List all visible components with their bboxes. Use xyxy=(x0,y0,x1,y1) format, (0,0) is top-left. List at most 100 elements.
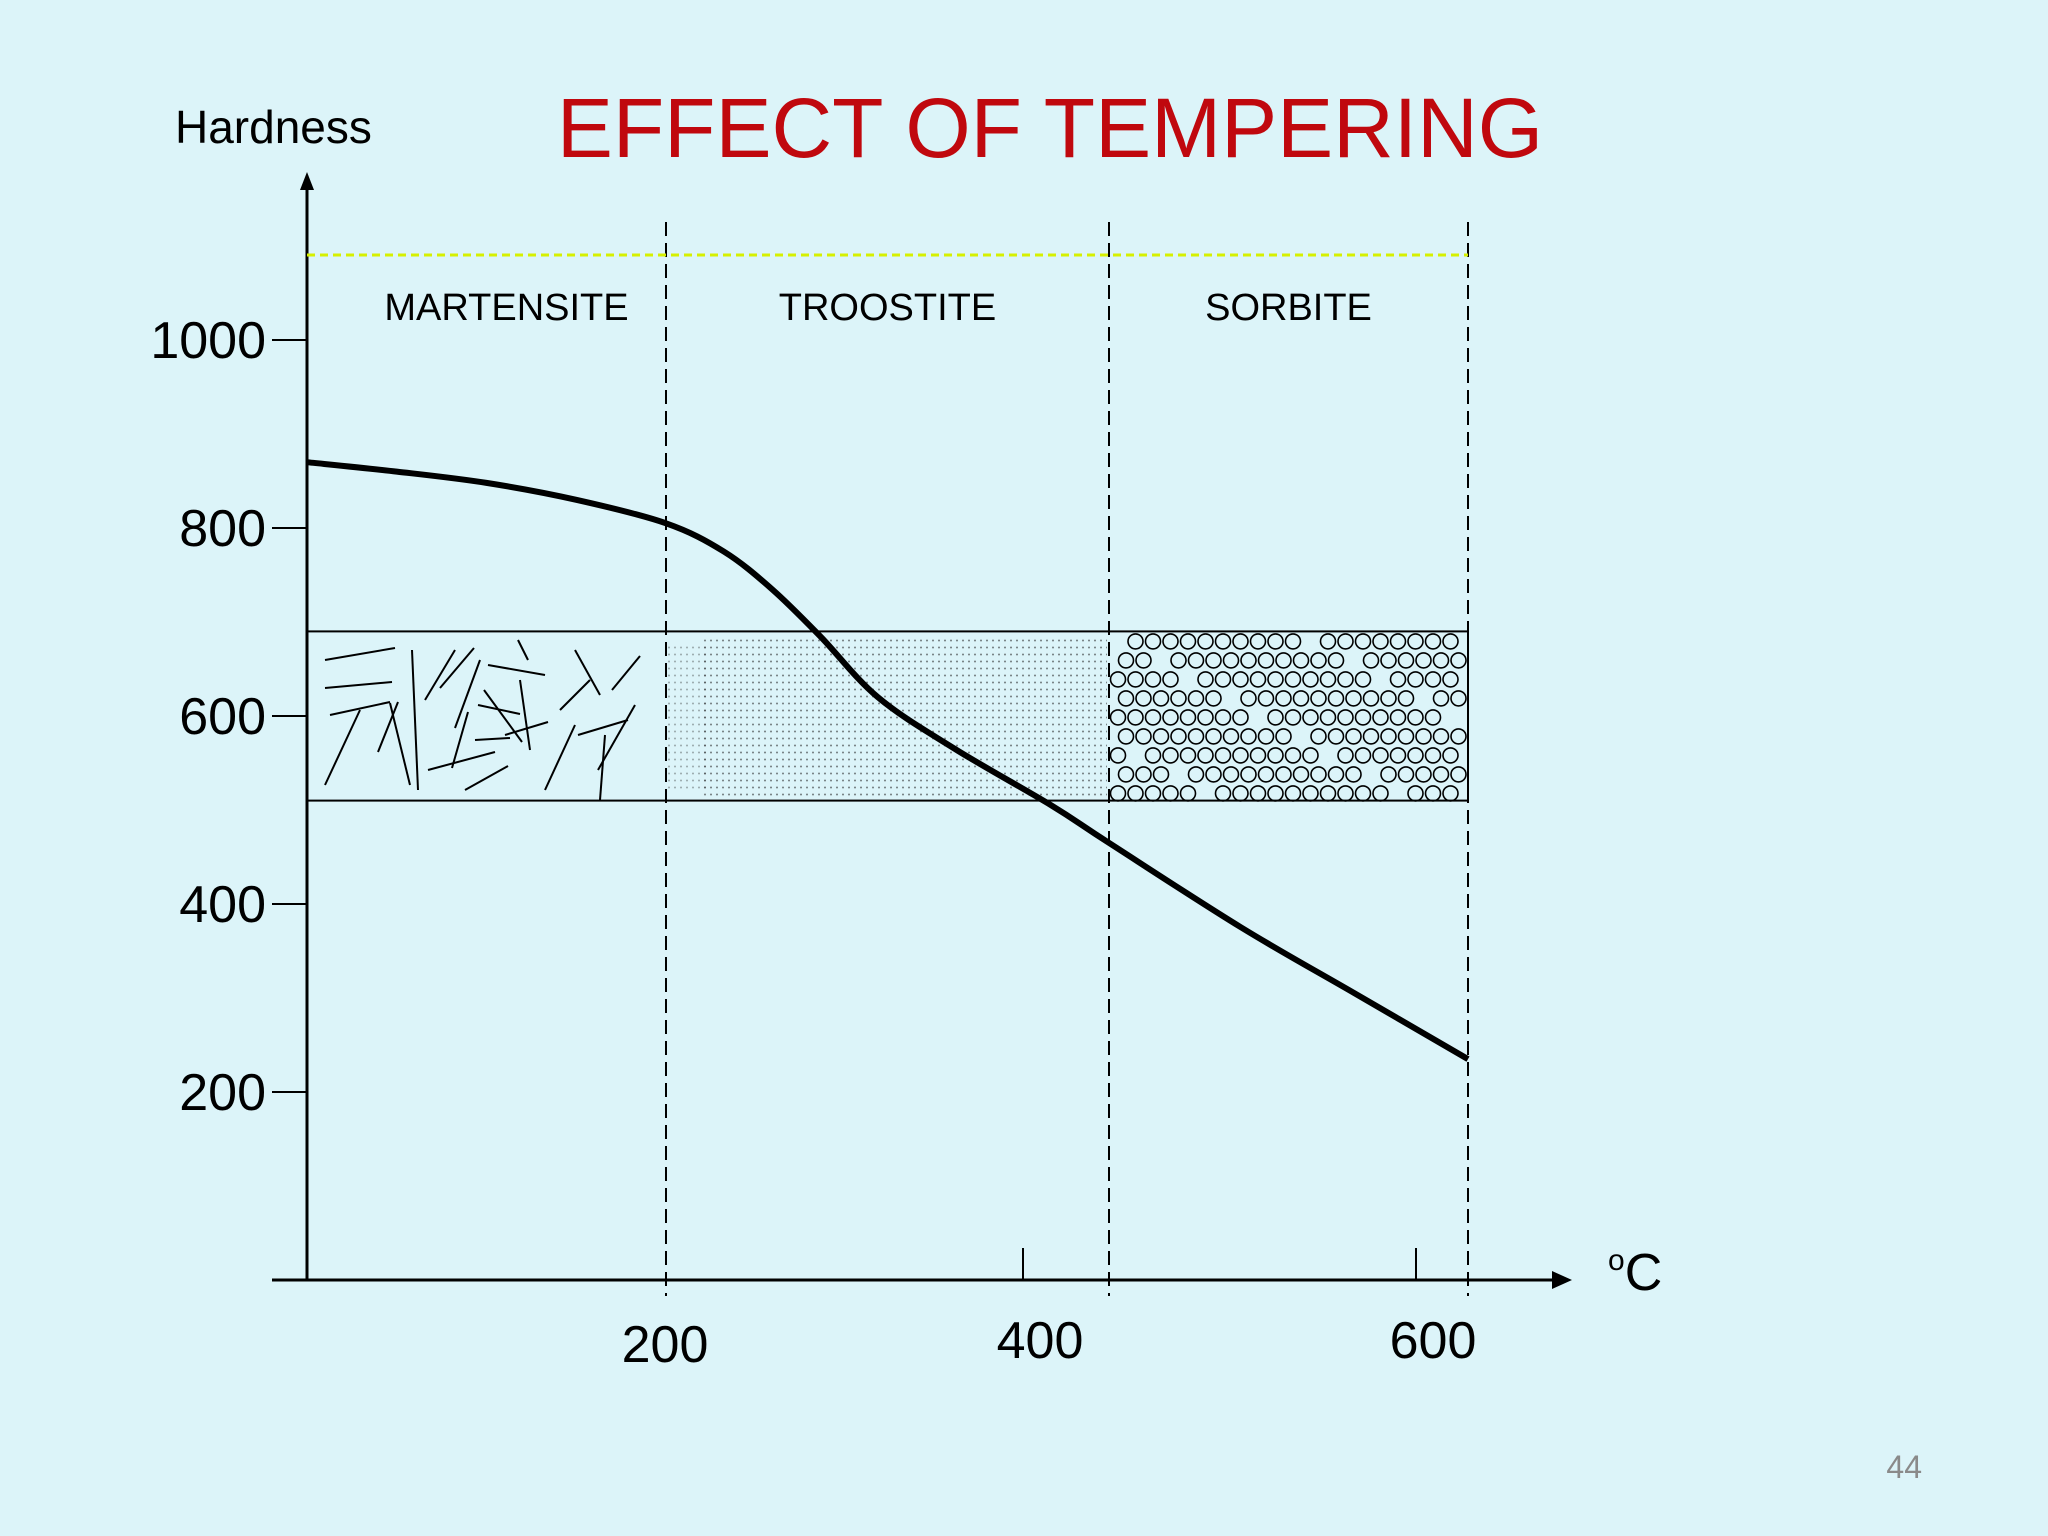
sorbite-grain xyxy=(1389,709,1407,726)
martensite-needle xyxy=(389,702,411,786)
sorbite-grain xyxy=(1284,633,1302,650)
sorbite-grain xyxy=(1372,709,1389,726)
sorbite-grain xyxy=(1380,690,1397,707)
sorbite-grain xyxy=(1117,728,1135,745)
region-label: TROOSTITE xyxy=(779,287,996,329)
sorbite-grain xyxy=(1249,747,1267,764)
sorbite-grain xyxy=(1380,728,1397,745)
sorbite-grain xyxy=(1319,785,1337,802)
structure-band xyxy=(306,630,1469,802)
sorbite-grain xyxy=(1257,728,1275,745)
sorbite-grain xyxy=(1354,671,1372,688)
sorbite-grain xyxy=(1117,690,1135,707)
sorbite-grain xyxy=(1144,633,1162,650)
sorbite-grain xyxy=(1232,671,1249,688)
sorbite-grain xyxy=(1187,728,1205,745)
sorbite-grain xyxy=(1275,690,1292,707)
sorbite-grain xyxy=(1109,671,1127,688)
sorbite-grain xyxy=(1310,766,1327,783)
martensite-needle xyxy=(439,647,475,689)
sorbite-grain xyxy=(1205,652,1222,669)
sorbite-grain xyxy=(1319,671,1337,688)
sorbite-grain xyxy=(1442,785,1459,802)
sorbite-grain xyxy=(1292,766,1310,783)
sorbite-grain xyxy=(1127,671,1144,688)
sorbite-grain xyxy=(1354,747,1372,764)
martensite-needle xyxy=(611,655,641,691)
y-tick-label: 600 xyxy=(179,688,266,746)
sorbite-grain xyxy=(1162,785,1179,802)
sorbite-grain xyxy=(1450,728,1467,745)
sorbite-grain xyxy=(1179,747,1197,764)
sorbite-grain xyxy=(1337,785,1354,802)
sorbite-grain xyxy=(1407,785,1424,802)
martensite-needle xyxy=(474,737,511,741)
x-tick-label: 200 xyxy=(622,1316,709,1374)
x-axis-label: oC xyxy=(1608,1244,1662,1302)
sorbite-grain xyxy=(1240,652,1257,669)
y-tick-label: 200 xyxy=(179,1064,266,1122)
sorbite-grain xyxy=(1442,747,1459,764)
sorbite-grain xyxy=(1267,785,1284,802)
sorbite-grain xyxy=(1302,671,1319,688)
sorbite-grain xyxy=(1144,785,1162,802)
martensite-needle xyxy=(559,679,591,711)
martensite-needle xyxy=(324,681,393,689)
martensite-needle xyxy=(411,649,419,791)
sorbite-grain xyxy=(1232,633,1249,650)
sorbite-grain xyxy=(1354,785,1372,802)
y-tick-label: 400 xyxy=(179,876,266,934)
sorbite-grain xyxy=(1337,709,1354,726)
sorbite-grain xyxy=(1442,633,1459,650)
sorbite-grain xyxy=(1257,766,1275,783)
sorbite-grain xyxy=(1249,785,1267,802)
sorbite-grain xyxy=(1117,652,1135,669)
sorbite-grain xyxy=(1372,785,1389,802)
sorbite-grain xyxy=(1117,766,1135,783)
sorbite-grain xyxy=(1214,785,1232,802)
sorbite-grain xyxy=(1337,747,1354,764)
martensite-needle xyxy=(424,649,456,701)
sorbite-grain xyxy=(1397,690,1415,707)
sorbite-grain xyxy=(1214,671,1232,688)
sorbite-grain xyxy=(1187,690,1205,707)
sorbite-grain xyxy=(1389,633,1407,650)
sorbite-grain xyxy=(1214,633,1232,650)
martensite-needle xyxy=(483,689,523,743)
sorbite-grain xyxy=(1197,671,1214,688)
martensite-needle xyxy=(597,704,636,771)
sorbite-grain xyxy=(1424,785,1442,802)
martensite-needle xyxy=(487,664,546,676)
y-axis-label: Hardness xyxy=(175,101,372,153)
sorbite-grain xyxy=(1232,747,1249,764)
sorbite-grain xyxy=(1187,652,1205,669)
sorbite-grain xyxy=(1152,766,1170,783)
sorbite-grain xyxy=(1205,728,1222,745)
martensite-needle xyxy=(324,647,396,661)
sorbite-grain xyxy=(1240,728,1257,745)
sorbite-grain xyxy=(1424,633,1442,650)
sorbite-grain xyxy=(1302,747,1319,764)
sorbite-grain xyxy=(1135,652,1152,669)
hardness-curve xyxy=(306,459,1470,1062)
sorbite-grain xyxy=(1205,766,1222,783)
martensite-needle xyxy=(517,639,529,661)
sorbite-grain xyxy=(1179,785,1197,802)
sorbite-grain xyxy=(1275,728,1292,745)
martensite-needle xyxy=(544,724,576,791)
sorbite-grain xyxy=(1187,766,1205,783)
sorbite-grain xyxy=(1310,652,1327,669)
sorbite-grain xyxy=(1152,728,1170,745)
sorbite-grain xyxy=(1389,747,1407,764)
sorbite-grain xyxy=(1345,728,1362,745)
x-axis-label-superscript: o xyxy=(1608,1244,1625,1277)
x-axis-label-unit: C xyxy=(1625,1244,1663,1302)
sorbite-grain xyxy=(1415,652,1432,669)
sorbite-grain xyxy=(1407,747,1424,764)
sorbite-grain xyxy=(1240,766,1257,783)
sorbite-grain xyxy=(1432,766,1450,783)
sorbite-grain xyxy=(1380,766,1397,783)
martensite-needle xyxy=(427,751,496,771)
troostite-dots-edge xyxy=(668,643,708,789)
